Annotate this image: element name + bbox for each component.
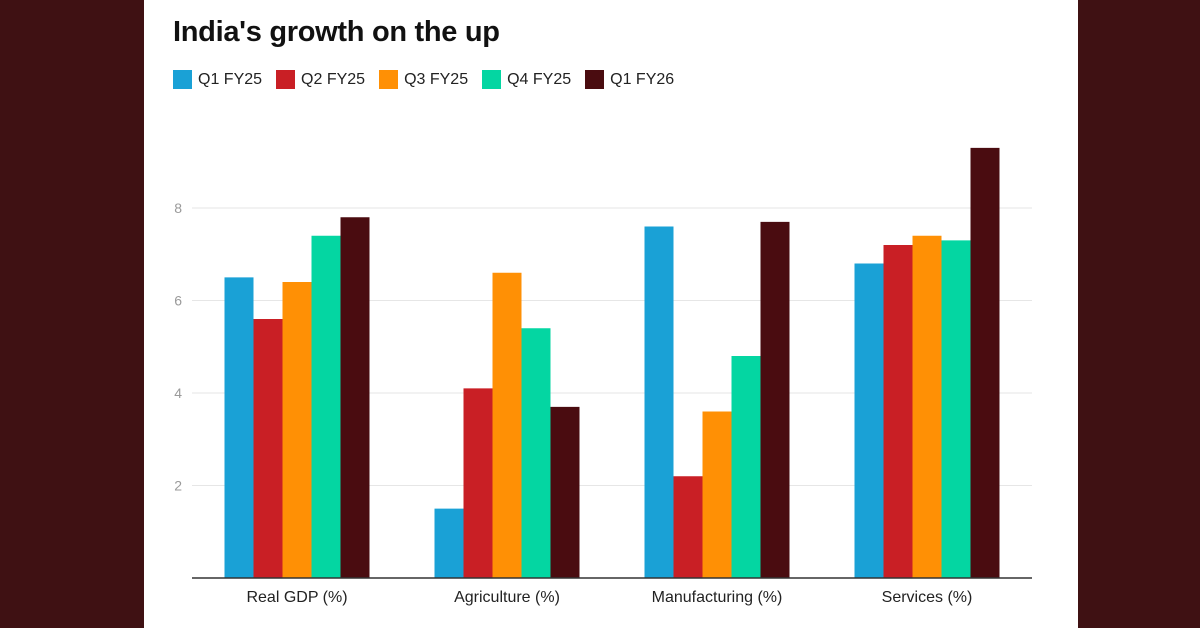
bar-q1-fy26 <box>970 147 1000 578</box>
bar-q3-fy25 <box>702 411 732 578</box>
bar-q4-fy25 <box>521 328 551 578</box>
y-tick-label: 4 <box>174 385 182 401</box>
chart-legend: Q1 FY25 Q2 FY25 Q3 FY25 Q4 FY25 Q1 FY26 <box>173 70 688 89</box>
legend-swatch <box>482 70 502 89</box>
chart-card: India's growth on the up Q1 FY25 Q2 FY25… <box>144 0 1078 628</box>
bar-q3-fy25 <box>492 272 522 578</box>
bar-q4-fy25 <box>731 356 761 578</box>
y-tick-label: 6 <box>174 293 182 309</box>
x-category-label: Agriculture (%) <box>454 589 560 606</box>
bar-chart: 2 4 6 8 Real GDP (%) Agriculture (%) Manufactu… <box>174 147 1032 606</box>
legend-item-q1-fy25: Q1 FY25 <box>173 70 262 89</box>
bar-q1-fy25 <box>854 263 884 578</box>
bar-q1-fy26 <box>340 217 370 578</box>
y-tick-label: 2 <box>174 478 182 494</box>
bar-q4-fy25 <box>311 235 341 578</box>
legend-label: Q1 FY26 <box>610 70 675 88</box>
legend-item-q3-fy25: Q3 FY25 <box>379 70 468 89</box>
x-category-label: Services (%) <box>882 589 973 606</box>
y-tick-label: 8 <box>174 200 182 216</box>
bar-q1-fy26 <box>550 406 580 578</box>
bar-q1-fy25 <box>224 277 254 578</box>
legend-swatch <box>379 70 399 89</box>
bar-q2-fy25 <box>673 476 703 578</box>
legend-swatch <box>173 70 192 89</box>
bar-q4-fy25 <box>941 240 971 578</box>
bar-q2-fy25 <box>463 388 493 578</box>
legend-swatch <box>276 70 296 89</box>
legend-label: Q3 FY25 <box>404 70 469 88</box>
bar-q1-fy25 <box>434 508 464 578</box>
bar-q1-fy25 <box>644 226 674 578</box>
legend-item-q1-fy26: Q1 FY26 <box>585 70 674 89</box>
legend-item-q4-fy25: Q4 FY25 <box>482 70 571 89</box>
x-category-label: Real GDP (%) <box>246 589 347 606</box>
chart-title: India's growth on the up <box>173 16 500 48</box>
legend-label: Q4 FY25 <box>507 70 572 88</box>
bar-q1-fy26 <box>760 221 790 578</box>
legend-swatch <box>585 70 605 89</box>
legend-label: Q2 FY25 <box>301 70 366 88</box>
legend-item-q2-fy25: Q2 FY25 <box>276 70 365 89</box>
x-category-label: Manufacturing (%) <box>652 589 783 606</box>
bar-q3-fy25 <box>282 282 312 578</box>
bar-q2-fy25 <box>253 319 283 578</box>
bar-q3-fy25 <box>912 235 942 578</box>
bar-q2-fy25 <box>883 245 913 578</box>
legend-label: Q1 FY25 <box>198 70 263 88</box>
